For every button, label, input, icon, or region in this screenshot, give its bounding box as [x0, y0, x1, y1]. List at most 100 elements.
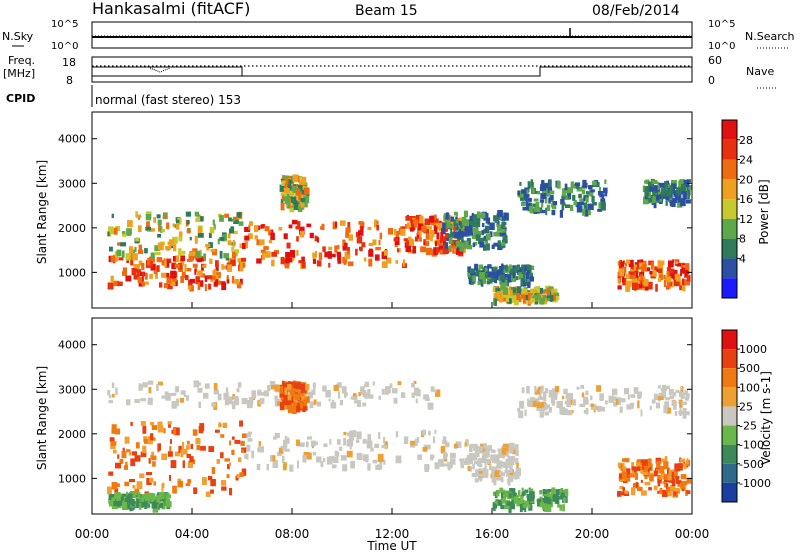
data-cell	[129, 479, 135, 483]
data-cell	[682, 408, 687, 412]
data-cell	[459, 458, 465, 462]
data-cell	[539, 490, 543, 495]
power-data-cells	[107, 174, 692, 307]
data-cell	[459, 244, 465, 252]
data-cell	[499, 224, 506, 231]
data-cell	[320, 226, 323, 230]
data-cell	[624, 389, 627, 395]
data-cell	[260, 224, 264, 229]
data-cell	[592, 180, 597, 186]
data-cell	[282, 393, 289, 401]
data-cell	[590, 403, 594, 407]
data-cell	[194, 211, 199, 217]
data-cell	[121, 451, 127, 459]
data-cell	[324, 251, 328, 258]
data-cell	[144, 502, 148, 509]
data-cell	[525, 271, 530, 280]
data-cell	[303, 401, 308, 406]
data-cell	[425, 240, 430, 247]
data-cell	[494, 267, 498, 274]
data-cell	[479, 272, 485, 280]
data-cell	[121, 250, 125, 258]
data-cell	[542, 296, 546, 302]
data-cell	[308, 394, 313, 399]
data-cell	[662, 481, 667, 485]
data-cell	[511, 499, 514, 506]
data-cell	[534, 385, 537, 393]
data-cell	[491, 449, 496, 454]
data-cell	[526, 493, 530, 498]
data-cell	[533, 286, 539, 292]
data-cell	[680, 198, 686, 207]
data-cell	[570, 188, 574, 194]
data-cell	[303, 452, 310, 458]
data-cell	[673, 491, 677, 496]
data-cell	[522, 206, 528, 211]
data-cell	[151, 501, 158, 509]
data-cell	[186, 445, 190, 450]
freq-unit: [MHz]	[3, 67, 35, 80]
data-cell	[185, 483, 191, 487]
data-cell	[600, 202, 606, 211]
data-cell	[281, 380, 285, 388]
data-cell	[635, 466, 639, 471]
data-cell	[434, 226, 438, 234]
freq-panel	[91, 56, 693, 83]
data-cell	[301, 395, 305, 400]
data-cell	[494, 276, 497, 284]
data-cell	[552, 392, 558, 400]
data-cell	[142, 425, 147, 434]
data-cell	[289, 464, 294, 472]
data-cell	[545, 207, 548, 216]
data-cell	[228, 217, 232, 222]
data-cell	[193, 380, 199, 388]
data-cell	[670, 281, 677, 285]
data-cell	[429, 216, 435, 223]
data-cell	[204, 383, 210, 389]
data-cell	[192, 248, 198, 252]
data-cell	[202, 477, 207, 485]
data-cell	[477, 281, 483, 285]
data-cell	[680, 269, 683, 277]
data-cell	[171, 262, 176, 270]
data-cell	[583, 397, 587, 405]
data-cell	[663, 274, 666, 279]
data-cell	[664, 456, 668, 463]
data-cell	[539, 209, 546, 214]
data-cell	[285, 252, 290, 260]
data-cell	[526, 204, 529, 211]
data-cell	[510, 288, 516, 293]
data-cell	[595, 182, 600, 187]
data-cell	[460, 459, 464, 467]
data-cell	[332, 221, 337, 230]
data-cell	[347, 261, 354, 267]
data-cell	[395, 455, 402, 464]
data-cell	[111, 213, 114, 219]
data-cell	[501, 221, 507, 225]
data-cell	[298, 391, 305, 396]
data-cell	[146, 472, 152, 476]
data-cell	[426, 226, 432, 230]
data-cell	[467, 230, 474, 236]
data-cell	[438, 459, 444, 467]
data-cell	[547, 489, 552, 493]
colorbar-tick-label: 12	[739, 213, 753, 226]
data-cell	[171, 401, 177, 409]
x-tick-label: 12:00	[375, 527, 410, 541]
data-cell	[317, 401, 321, 407]
data-cell	[152, 493, 156, 499]
data-cell	[630, 394, 636, 398]
data-cell	[275, 384, 279, 392]
data-cell	[184, 264, 187, 272]
data-cell	[139, 473, 145, 479]
data-cell	[186, 229, 191, 234]
data-cell	[684, 280, 691, 286]
data-cell	[126, 399, 131, 406]
data-cell	[436, 247, 439, 254]
data-cell	[491, 475, 496, 483]
data-cell	[448, 245, 451, 251]
data-cell	[488, 445, 493, 451]
data-cell	[500, 491, 505, 498]
data-cell	[140, 398, 146, 402]
data-cell	[475, 219, 479, 226]
